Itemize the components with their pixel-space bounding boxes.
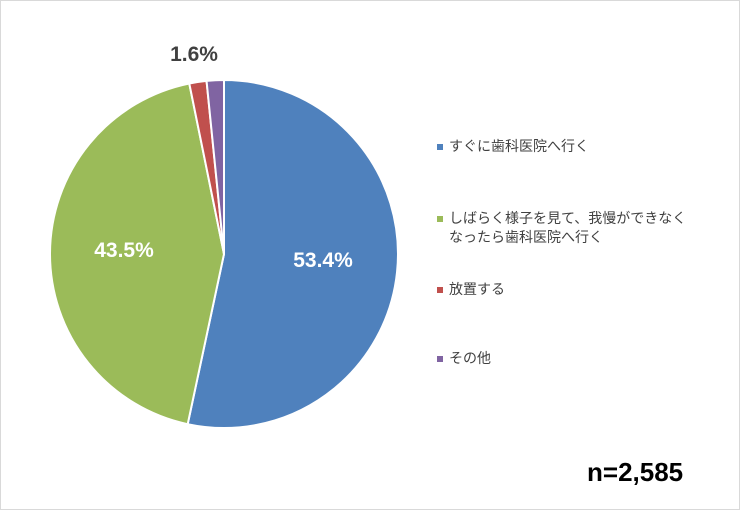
legend-swatch: [437, 287, 443, 293]
data-label: 1.6%: [170, 43, 218, 66]
legend-swatch: [437, 144, 443, 150]
legend-item-go-immediately: すぐに歯科医院へ行く: [437, 138, 589, 157]
legend-item-other: その他: [437, 350, 491, 369]
legend-swatch: [437, 216, 443, 222]
legend-label: すぐに歯科医院へ行く: [449, 139, 589, 155]
pie-slice-wait-and-see: [48, 82, 226, 426]
pie-slice-go-immediately: [186, 78, 399, 429]
legend-item-wait-and-see: しばらく様子を見て、我慢ができなく なったら歯科医院へ行く: [437, 210, 686, 248]
data-label: 53.4%: [293, 249, 353, 272]
sample-size-label: n=2,585: [587, 457, 684, 487]
legend-label: その他: [449, 351, 491, 367]
pie-slice-other: [205, 78, 225, 255]
legend-item-leave-it: 放置する: [437, 281, 505, 300]
legend-label: しばらく様子を見て、我慢ができなく なったら歯科医院へ行く: [449, 211, 687, 246]
legend-label: 放置する: [449, 282, 505, 298]
data-label: 43.5%: [94, 239, 154, 262]
legend-swatch: [437, 356, 443, 362]
